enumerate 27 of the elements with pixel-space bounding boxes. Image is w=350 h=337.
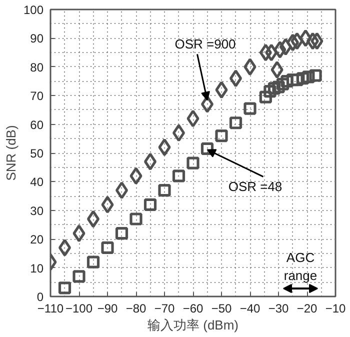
x-tick-label: −100	[65, 302, 93, 316]
annotation: AGC range	[284, 250, 318, 283]
annotation: OSR =900	[174, 36, 236, 52]
x-tick-label: −20	[296, 302, 318, 316]
y-tick-label: 70	[30, 89, 44, 104]
x-tick-label: −60	[182, 302, 204, 316]
x-tick-label: −10	[325, 302, 346, 316]
y-tick-label: 60	[30, 118, 44, 132]
y-tick-label: 50	[30, 146, 44, 160]
y-tick-label: 30	[30, 204, 44, 218]
x-tick-label: −50	[211, 302, 232, 316]
y-tick-label: 90	[30, 32, 44, 46]
y-tick-label: 80	[30, 60, 44, 74]
annotation: OSR =48	[228, 179, 282, 194]
x-tick-label: −40	[240, 302, 261, 316]
x-tick-label: −90	[97, 302, 118, 316]
x-tick-label: −80	[126, 302, 147, 316]
x-axis-title: 输入功率 (dBm)	[148, 318, 238, 332]
x-tick-label: −110	[37, 302, 64, 316]
y-tick-label: 20	[30, 232, 44, 247]
x-tick-label: −70	[154, 302, 176, 316]
y-tick-label: 100	[23, 3, 44, 17]
y-axis-title: SNR (dB)	[3, 125, 18, 181]
y-tick-label: 40	[30, 175, 44, 190]
x-tick-label: −30	[268, 302, 290, 316]
y-tick-label: 0	[36, 290, 44, 304]
y-tick-label: 10	[30, 261, 44, 276]
